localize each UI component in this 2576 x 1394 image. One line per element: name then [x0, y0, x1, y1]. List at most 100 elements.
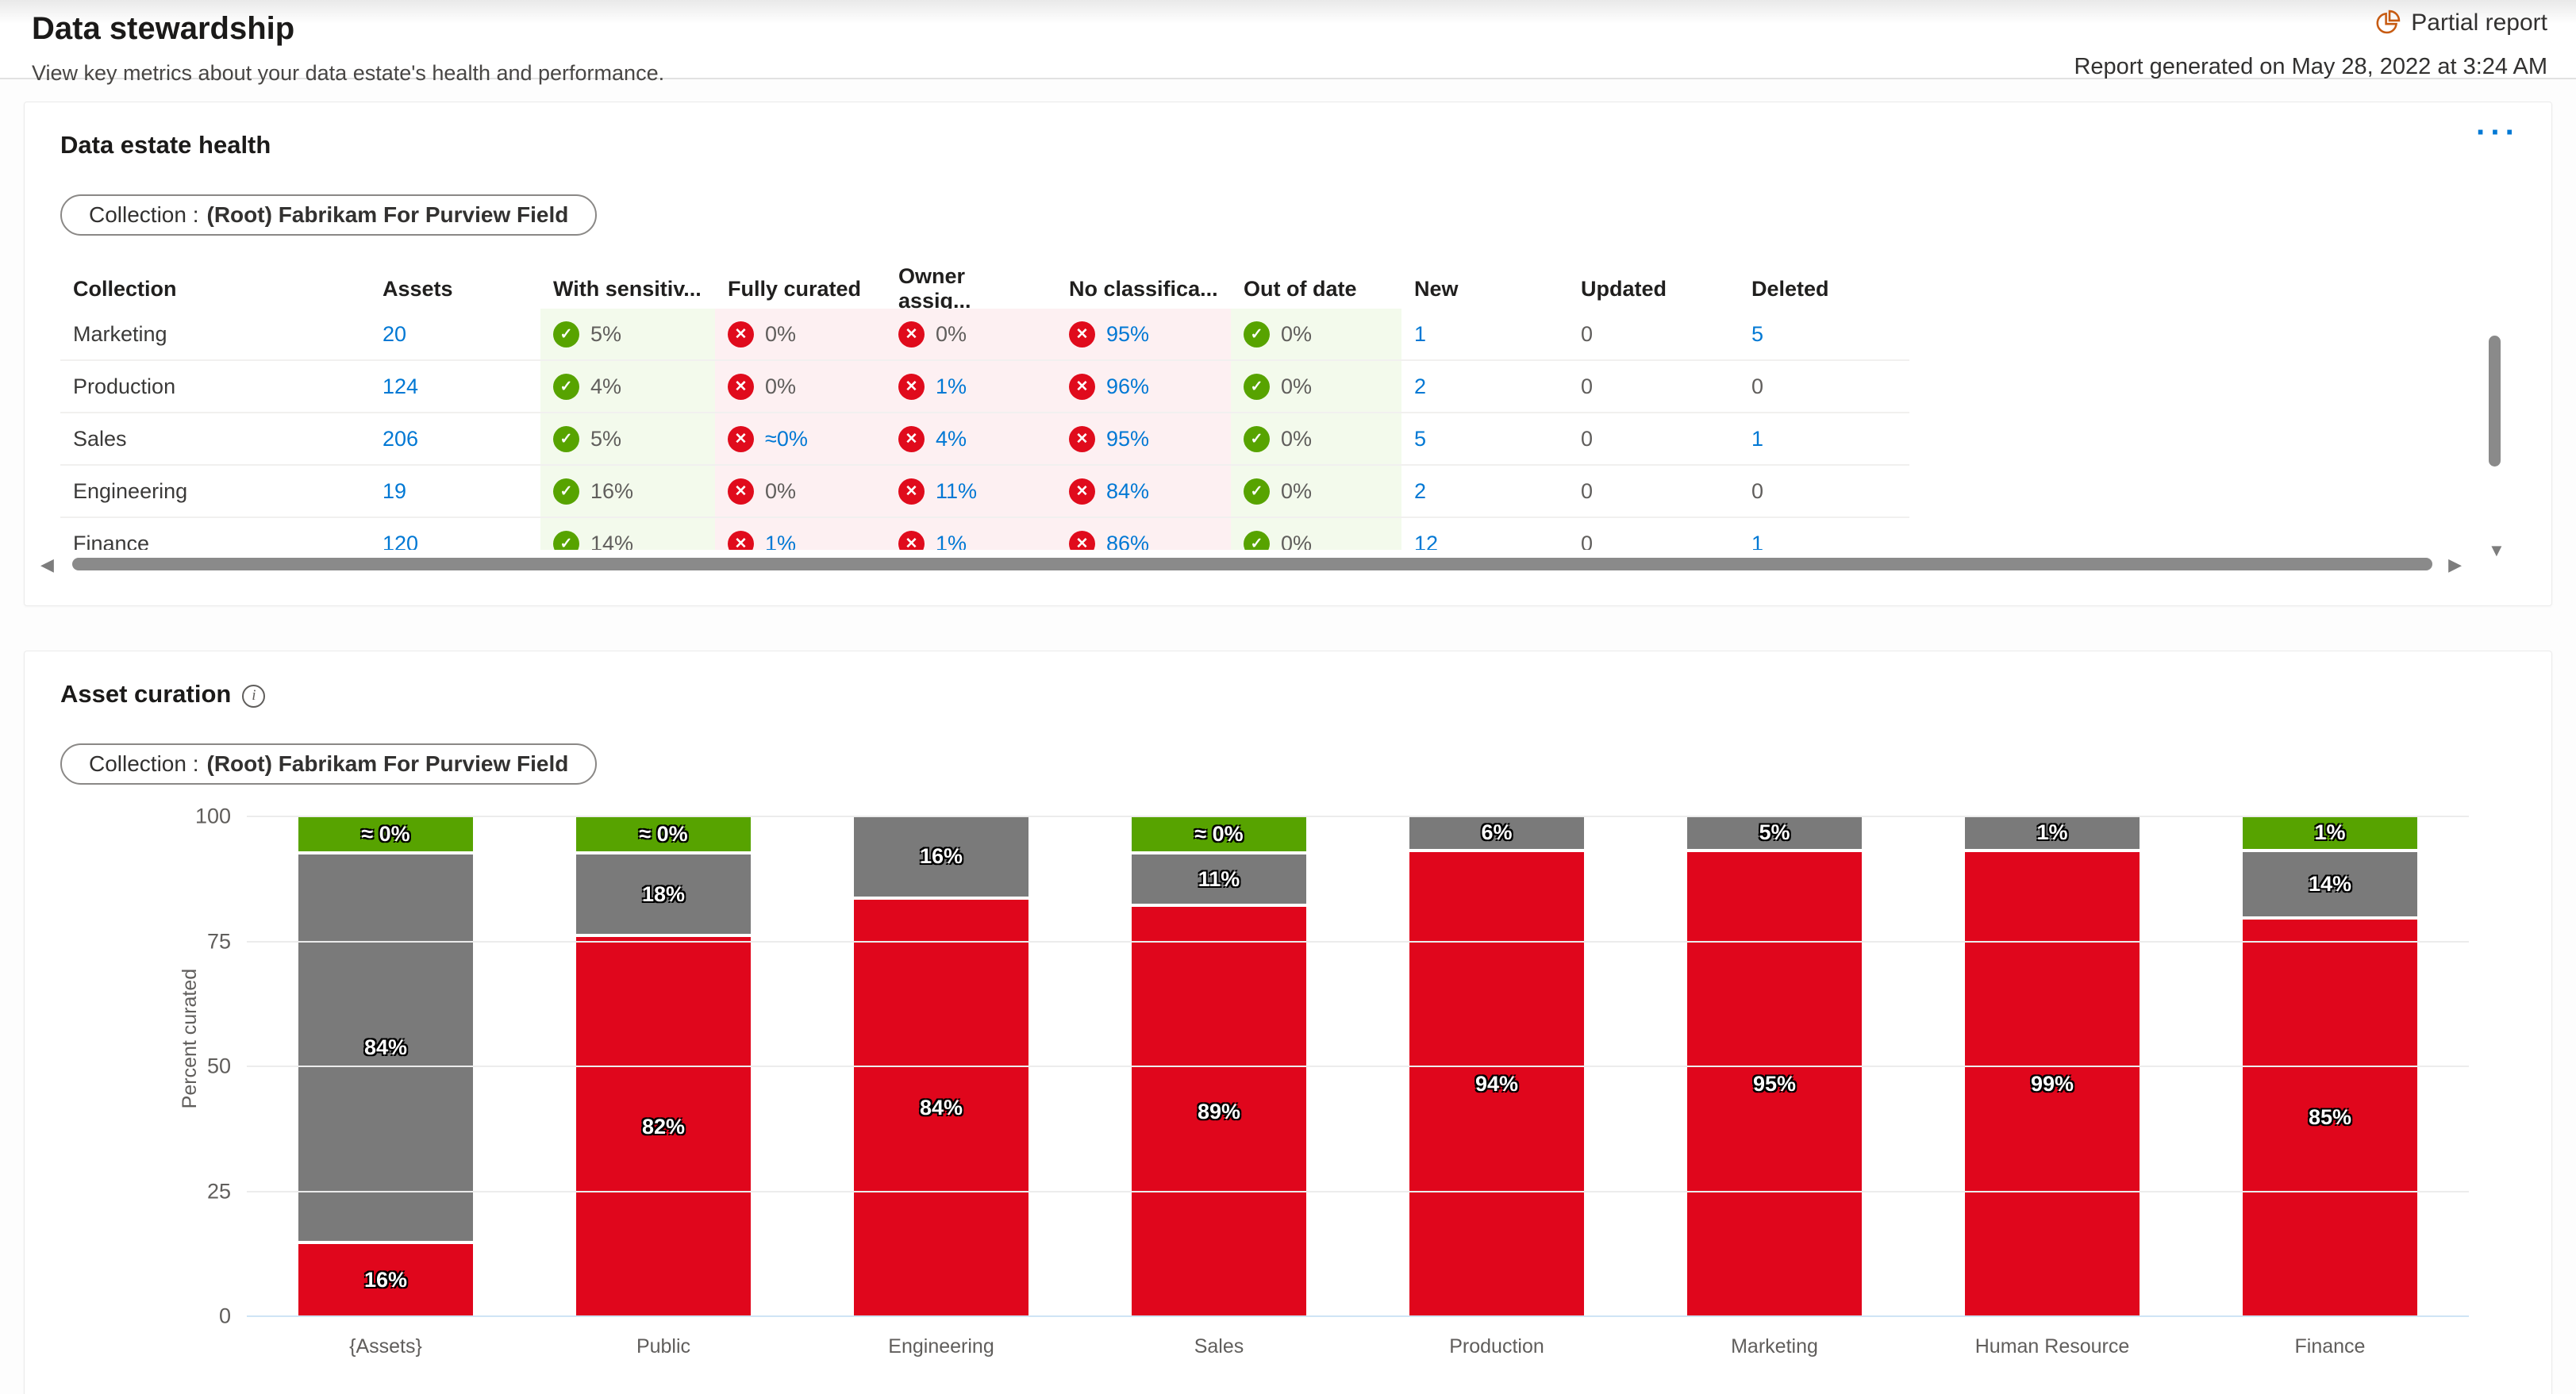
table-row: Finance 120 ✓ 14% ✕ 1% ✕ 1% ✕ 86% ✓ 0% 12 0 1 — [60, 518, 2516, 550]
metric-value: Sales — [73, 426, 127, 451]
bar-segment-not: 95% — [1687, 848, 1862, 1316]
bar-finance: 1% 14% 85% — [2243, 816, 2417, 1316]
bar-segment-partially: 18% — [576, 851, 751, 935]
table-row: Engineering 19 ✓ 16% ✕ 0% ✕ 11% ✕ 84% ✓ 0% 2 0 0 — [60, 466, 2516, 518]
column-header-out-of-date[interactable]: Out of date — [1244, 276, 1357, 301]
bar-segment-fully: 1% — [2243, 816, 2417, 849]
horizontal-scrollbar-thumb[interactable] — [72, 558, 2432, 570]
info-icon[interactable]: i — [242, 684, 266, 708]
metric-link[interactable]: 11% — [936, 478, 978, 503]
bar-slot-production: 6% 94% — [1358, 816, 1636, 1316]
metric-link[interactable]: 95% — [1106, 426, 1150, 451]
scroll-left-button[interactable]: ◀ — [40, 555, 54, 574]
horizontal-scrollbar[interactable]: ◀ ▶ — [34, 555, 2476, 574]
column-header-owner-assig[interactable]: Owner assig... — [898, 264, 971, 313]
metric-link[interactable]: ≈0% — [765, 426, 808, 451]
column-header-new[interactable]: New — [1414, 276, 1459, 301]
metric-link[interactable]: 1% — [765, 531, 797, 551]
x-axis-label-finance: Finance — [2294, 1335, 2366, 1358]
metric-link[interactable]: 86% — [1106, 531, 1150, 551]
filter-prefix: Collection : — [89, 202, 199, 227]
gridline-25 — [247, 1190, 2469, 1192]
metric-link[interactable]: 1 — [1751, 531, 1764, 551]
metric-value: Marketing — [73, 321, 167, 346]
column-header-no-classifica[interactable]: No classifica... — [1069, 276, 1218, 301]
column-header-collection[interactable]: Collection — [73, 276, 177, 301]
estate-card-title: Data estate health — [60, 131, 271, 159]
more-options-button[interactable]: ··· — [2476, 115, 2520, 150]
cell-out-of-date: ✓ 0% — [1231, 466, 1401, 518]
bar-slot-sales: ≈ 0% 11% 89% — [1080, 816, 1358, 1316]
cell-assets: 120 — [370, 518, 540, 551]
vertical-scrollbar-thumb[interactable] — [2489, 336, 2501, 467]
scroll-right-button[interactable]: ▶ — [2448, 555, 2462, 574]
metric-link[interactable]: 19 — [383, 478, 407, 503]
check-icon: ✓ — [553, 425, 579, 452]
metric-link[interactable]: 206 — [383, 426, 419, 451]
metric-link[interactable]: 5 — [1751, 321, 1764, 346]
cell-with-sensitiv: ✓ 5% — [540, 413, 715, 466]
x-icon: ✕ — [1069, 425, 1095, 452]
column-header-with-sensitiv[interactable]: With sensitiv... — [553, 276, 702, 301]
column-header-updated[interactable]: Updated — [1581, 276, 1667, 301]
bar-segment-partially: 5% — [1687, 816, 1862, 849]
metric-link[interactable]: 2 — [1414, 478, 1427, 503]
cell-owner-assig: ✕ 11% — [886, 466, 1056, 518]
metric-link[interactable]: 96% — [1106, 374, 1150, 398]
metric-value: 0 — [1581, 531, 1594, 551]
curation-collection-filter-pill[interactable]: Collection : (Root) Fabrikam For Purview… — [60, 743, 598, 785]
metric-link[interactable]: 5 — [1414, 426, 1427, 451]
bar-segment-partially: 16% — [854, 816, 1028, 897]
cell-no-classifica: ✕ 84% — [1056, 466, 1231, 518]
metric-link[interactable]: 120 — [383, 531, 419, 551]
column-header-fully-curated[interactable]: Fully curated — [728, 276, 862, 301]
estate-collection-filter-pill[interactable]: Collection : (Root) Fabrikam For Purview… — [60, 194, 598, 236]
metric-link[interactable]: 1 — [1751, 426, 1764, 451]
segment-label: 85% — [2308, 1105, 2352, 1130]
metric-link[interactable]: 20 — [383, 321, 407, 346]
report-generated-text: Report generated on May 28, 2022 at 3:24… — [2074, 54, 2547, 79]
y-tick-100: 100 — [194, 804, 231, 828]
segment-label: 89% — [1197, 1099, 1241, 1123]
segment-label: 18% — [641, 881, 686, 906]
metric-link[interactable]: 1% — [936, 531, 967, 551]
bar-slot-assets: ≈ 0% 84% 16% — [247, 816, 525, 1316]
cell-no-classifica: ✕ 96% — [1056, 361, 1231, 413]
cell-fully-curated: ✕ 1% — [715, 518, 886, 550]
x-icon: ✕ — [898, 321, 925, 348]
segment-label: 14% — [2308, 871, 2352, 896]
metric-value: 0% — [765, 478, 797, 503]
bar-segment-not: 82% — [576, 934, 751, 1316]
metric-link[interactable]: 95% — [1106, 321, 1150, 346]
segment-label: 82% — [641, 1114, 686, 1139]
x-icon: ✕ — [898, 530, 925, 550]
bar-segment-not: 89% — [1132, 904, 1306, 1316]
metric-link[interactable]: 2 — [1414, 374, 1427, 398]
bar-segment-not: 84% — [854, 896, 1028, 1316]
filter-value: (Root) Fabrikam For Purview Field — [206, 751, 569, 776]
metric-value: 0% — [1281, 478, 1313, 503]
metric-value: 0% — [936, 321, 967, 346]
metric-link[interactable]: 1% — [936, 374, 967, 398]
estate-table: Collection Assets With sensitiv... Fully cu… — [60, 264, 2516, 550]
cell-assets: 206 — [370, 413, 540, 466]
column-header-deleted[interactable]: Deleted — [1751, 276, 1829, 301]
cell-assets: 124 — [370, 361, 540, 413]
metric-value: Engineering — [73, 478, 188, 503]
vertical-scrollbar[interactable]: ▼ — [2488, 318, 2505, 560]
cell-deleted: 1 — [1739, 413, 1909, 466]
bar-slot-engineering: 16% 84% — [802, 816, 1080, 1316]
bar-segment-partially: 6% — [1409, 816, 1584, 849]
metric-link[interactable]: 12 — [1414, 531, 1439, 551]
page-title: Data stewardship — [32, 11, 295, 46]
metric-link[interactable]: 4% — [936, 426, 967, 451]
scroll-down-button[interactable]: ▼ — [2488, 540, 2505, 560]
bar-slot-finance: 1% 14% 85% — [2191, 816, 2469, 1316]
x-icon: ✕ — [728, 425, 754, 452]
metric-link[interactable]: 84% — [1106, 478, 1150, 503]
column-header-assets[interactable]: Assets — [383, 276, 453, 301]
metric-link[interactable]: 124 — [383, 374, 419, 398]
metric-link[interactable]: 1 — [1414, 321, 1427, 346]
metric-value: 5% — [590, 426, 622, 451]
cell-deleted: 0 — [1739, 466, 1909, 518]
